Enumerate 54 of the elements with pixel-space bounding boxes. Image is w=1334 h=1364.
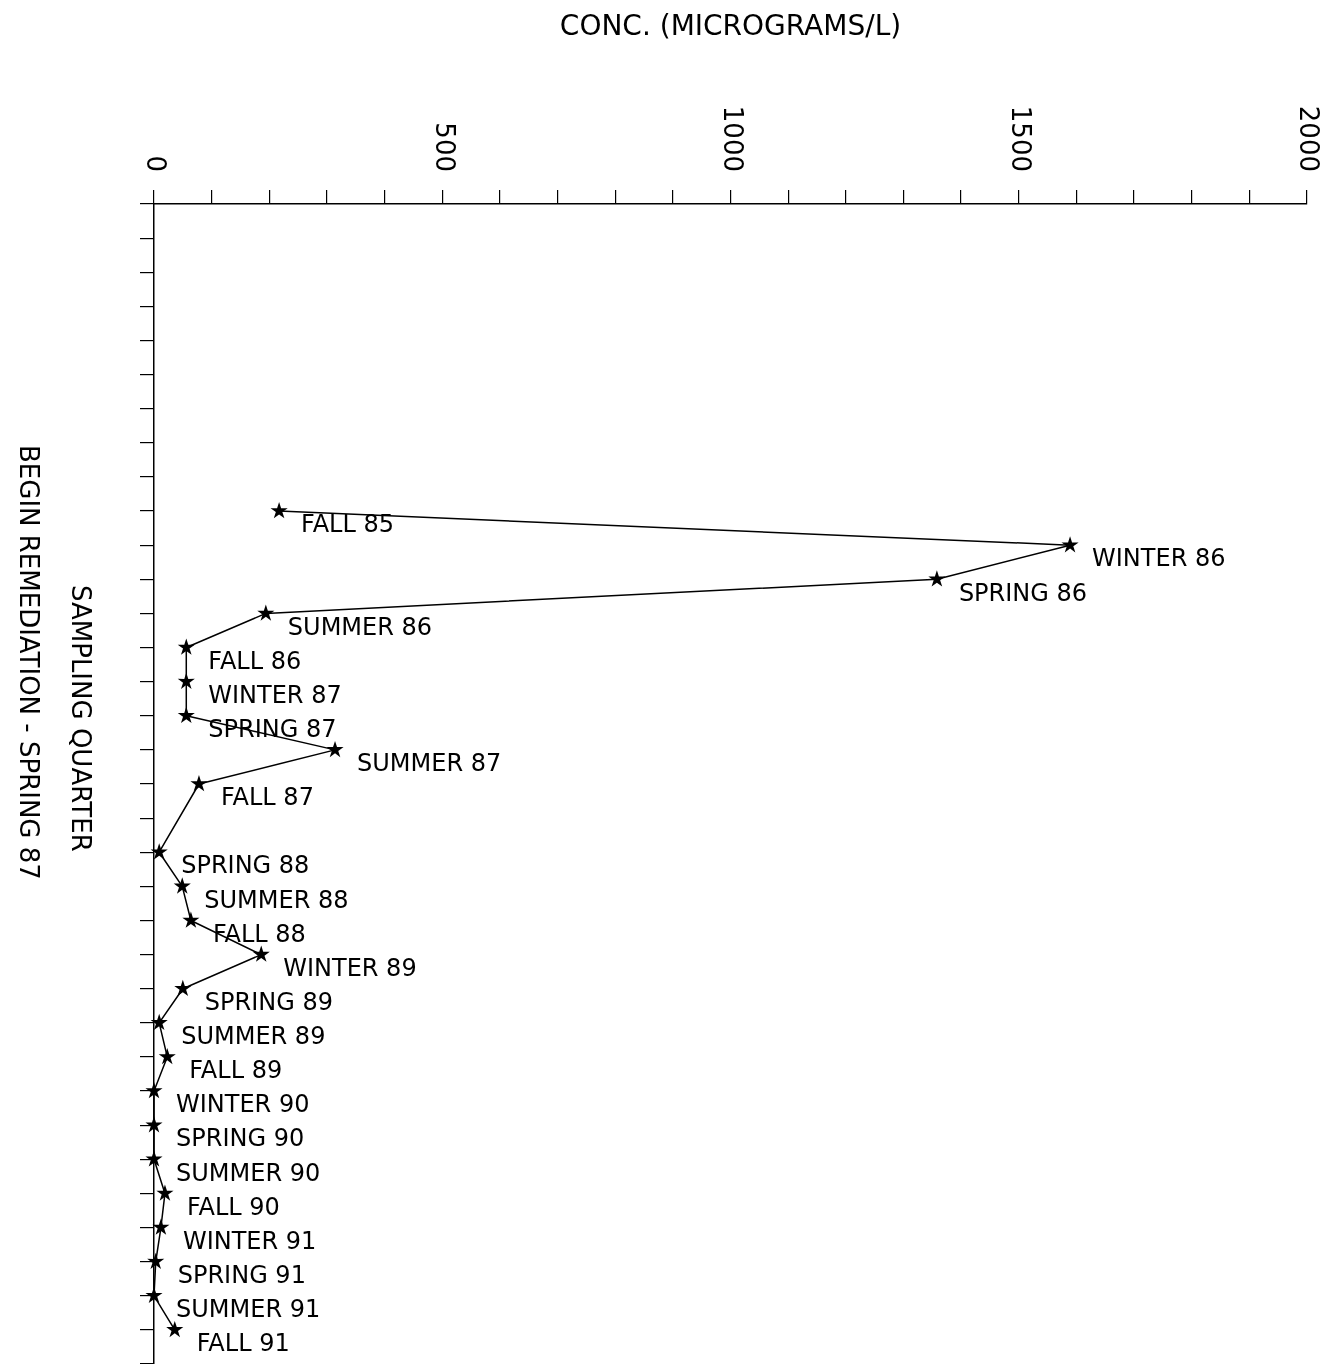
point	[145, 1116, 163, 1133]
y-tick-label: FALL 91	[196, 1329, 290, 1358]
y-tick-label: FALL 85	[301, 510, 395, 539]
y-tick-label: WINTER 89	[283, 953, 417, 982]
y-tick-label: SUMMER 88	[204, 885, 349, 914]
y-tick-label: WINTER 87	[208, 680, 342, 709]
point	[166, 1320, 184, 1338]
point	[173, 877, 191, 894]
y-tick-label: SPRING 86	[958, 578, 1088, 607]
point	[150, 843, 168, 860]
point	[145, 1150, 163, 1167]
x-tick-label: 0	[141, 155, 172, 172]
point	[1061, 536, 1079, 553]
x-tick-label: 500	[429, 122, 460, 172]
y-tick-label: FALL 87	[220, 783, 314, 812]
point	[270, 502, 288, 519]
point	[174, 979, 192, 996]
y-tick-label: FALL 88	[212, 919, 306, 948]
text: BEGIN REMEDIATION - SPRING 87	[14, 445, 44, 880]
y-tick-label: SPRING 90	[176, 1124, 305, 1153]
x-axis-title: CONC. (MICROGRAMS/L)	[559, 9, 902, 43]
point	[177, 706, 195, 724]
y-tick-label: SUMMER 87	[357, 749, 502, 778]
y-tick-label: SPRING 88	[181, 851, 310, 880]
x-tick-label: 1000	[717, 105, 748, 172]
point	[182, 911, 200, 928]
point	[150, 1013, 168, 1031]
y-tick-label: WINTER 91	[182, 1226, 317, 1255]
point	[190, 775, 208, 792]
point	[147, 1252, 165, 1269]
point	[326, 740, 344, 758]
y-tick-label: SUMMER 90	[176, 1158, 321, 1187]
y-tick-label: SPRING 89	[204, 987, 334, 1016]
x-tick-label: 1500	[1006, 105, 1036, 172]
y-tick-label: WINTER 86	[1092, 544, 1226, 573]
y-tick-label: SPRING 91	[177, 1260, 306, 1289]
y-tick-label: SUMMER 89	[181, 1022, 326, 1051]
y-tick-label: FALL 86	[208, 646, 302, 675]
point	[252, 945, 270, 962]
y-axis-title: SAMPLING QUARTER	[66, 585, 96, 852]
point	[177, 672, 195, 689]
y-tick-label: SUMMER 86	[287, 612, 433, 641]
point	[158, 1047, 176, 1065]
point	[928, 570, 946, 587]
point	[257, 604, 275, 621]
x-tick-label: 2000	[1294, 105, 1325, 172]
point	[152, 1218, 170, 1235]
y-tick-label: WINTER 90	[176, 1090, 310, 1119]
y-tick-label: SUMMER 91	[176, 1295, 321, 1323]
point	[177, 638, 195, 655]
point	[156, 1184, 174, 1201]
y-tick-label: FALL 89	[189, 1056, 283, 1085]
point	[145, 1082, 163, 1099]
y-tick-label: FALL 90	[186, 1192, 280, 1221]
